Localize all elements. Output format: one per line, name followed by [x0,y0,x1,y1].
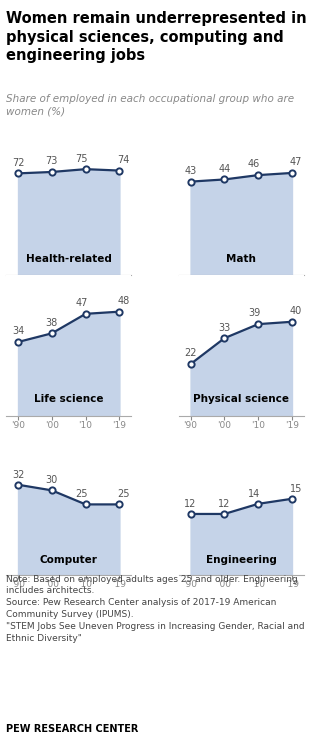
Text: 72: 72 [12,158,24,167]
Text: 33: 33 [218,322,231,333]
Text: 47: 47 [75,298,88,308]
Text: Physical science: Physical science [193,394,289,405]
Text: Math: Math [226,253,256,264]
Text: 25: 25 [117,489,130,499]
Text: 43: 43 [184,166,197,176]
Text: 39: 39 [248,308,260,319]
Text: Women remain underrepresented in
physical sciences, computing and
engineering jo: Women remain underrepresented in physica… [6,11,307,63]
Text: Health-related: Health-related [26,253,112,264]
Text: 73: 73 [46,156,58,166]
Text: 48: 48 [117,296,130,306]
Text: 47: 47 [290,157,302,167]
Text: 22: 22 [184,348,197,359]
Text: 15: 15 [290,484,302,494]
Text: Note: Based on employed adults ages 25 and older. Engineering
includes architect: Note: Based on employed adults ages 25 a… [6,575,305,642]
Text: PEW RESEARCH CENTER: PEW RESEARCH CENTER [6,724,139,734]
Text: Computer: Computer [40,554,98,565]
Text: 34: 34 [12,326,24,336]
Text: 74: 74 [117,155,130,165]
Text: 40: 40 [290,306,302,316]
Text: 12: 12 [218,499,231,509]
Text: Life science: Life science [34,394,104,405]
Text: 12: 12 [184,499,197,509]
Text: 44: 44 [218,164,231,174]
Text: Engineering: Engineering [206,554,277,565]
Text: 30: 30 [46,475,58,485]
Text: Share of employed in each occupational group who are
women (%): Share of employed in each occupational g… [6,94,294,116]
Text: 25: 25 [75,489,88,499]
Text: 32: 32 [12,470,24,479]
Text: 46: 46 [248,159,260,170]
Text: 14: 14 [248,489,260,499]
Text: 75: 75 [75,153,88,164]
Text: 38: 38 [46,318,58,328]
